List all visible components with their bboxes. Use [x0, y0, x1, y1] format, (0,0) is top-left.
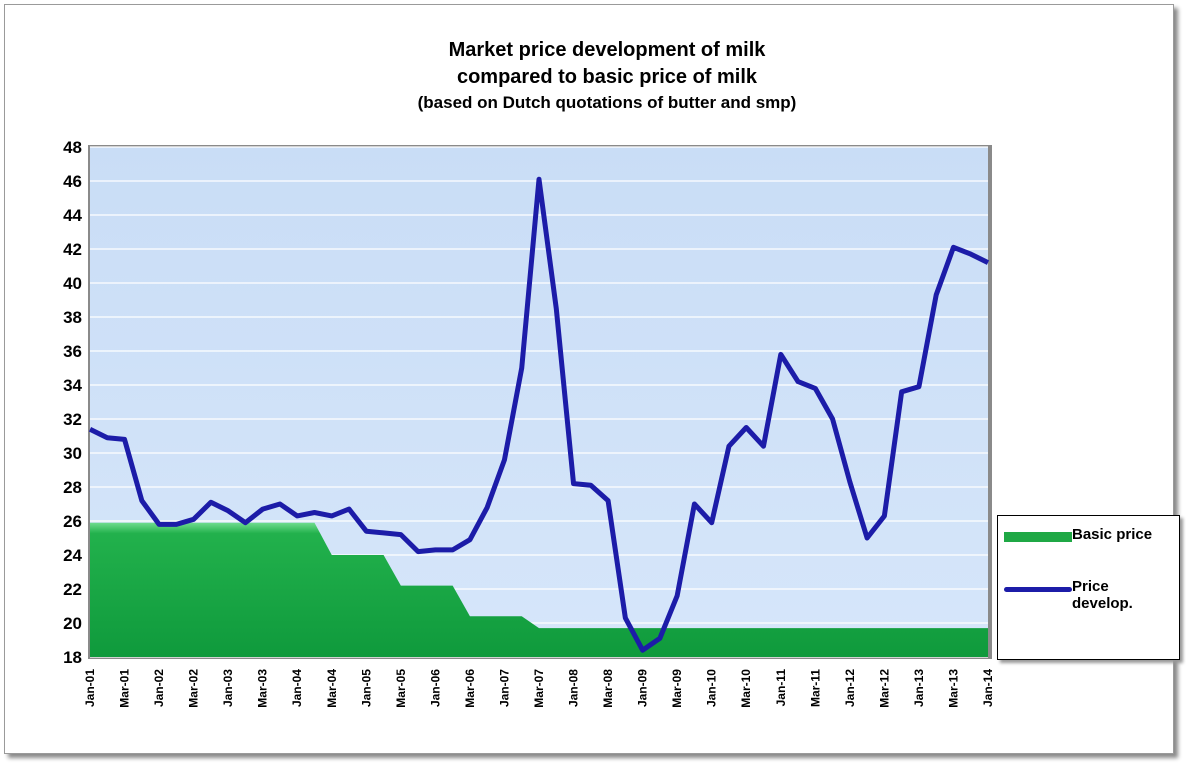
x-tick-label: Mar-12: [877, 669, 891, 708]
x-tick-label: Mar-04: [325, 669, 339, 708]
legend-label: Price develop.: [1072, 578, 1133, 612]
y-tick-label: 40: [63, 274, 82, 293]
x-tick-label: Jan-08: [567, 669, 581, 707]
x-tick-label: Jan-14: [981, 669, 995, 707]
chart-subtitle: (based on Dutch quotations of butter and…: [418, 93, 797, 112]
x-tick-label: Jan-12: [843, 669, 857, 707]
x-tick-label: Mar-09: [670, 669, 684, 708]
x-tick-label: Mar-08: [601, 669, 615, 708]
legend-item: Basic price: [1004, 526, 1182, 543]
y-tick-label: 38: [63, 308, 82, 327]
chart-title: Market price development of milk: [449, 39, 767, 61]
x-tick-label: Jan-11: [774, 669, 788, 707]
y-tick-label: 18: [63, 648, 82, 667]
y-tick-label: 42: [63, 240, 82, 259]
legend-label: Basic price: [1072, 526, 1153, 543]
x-tick-label: Jan-13: [912, 669, 926, 707]
x-tick-label: Jan-09: [636, 669, 650, 707]
x-tick-label: Mar-06: [463, 669, 477, 708]
y-tick-label: 46: [63, 172, 82, 191]
x-tick-label: Jan-01: [83, 669, 97, 707]
y-tick-label: 44: [63, 206, 82, 225]
x-tick-label: Mar-01: [118, 669, 132, 708]
x-tick-label: Mar-10: [739, 669, 753, 708]
y-tick-label: 24: [63, 546, 82, 565]
x-tick-label: Mar-02: [187, 669, 201, 708]
y-tick-label: 30: [63, 444, 82, 463]
x-tick-label: Mar-13: [946, 669, 960, 708]
x-tick-label: Jan-10: [705, 669, 719, 707]
x-tick-label: Jan-04: [290, 669, 304, 707]
legend-swatch: [1004, 587, 1072, 592]
line: [88, 176, 990, 653]
x-tick-label: Mar-11: [808, 669, 822, 707]
legend: Basic price Price develop.: [997, 515, 1180, 660]
y-tick-label: 34: [63, 376, 82, 395]
y-tick-label: 48: [63, 138, 82, 157]
legend-item: Price develop.: [1004, 578, 1142, 612]
x-tick-label: Mar-07: [532, 669, 546, 708]
y-tick-label: 26: [63, 512, 82, 531]
chart-title: compared to basic price of milk: [457, 66, 758, 88]
y-tick-label: 28: [63, 478, 82, 497]
y-tick-label: 22: [63, 580, 82, 599]
x-tick-label: Mar-05: [394, 669, 408, 708]
area: [90, 522, 988, 657]
x-tick-label: Jan-02: [152, 669, 166, 707]
x-tick-label: Jan-07: [497, 669, 511, 707]
x-tick-label: Jan-03: [221, 669, 235, 707]
x-tick-label: Mar-03: [256, 669, 270, 708]
x-tick-label: Jan-05: [359, 669, 373, 707]
y-tick-label: 32: [63, 410, 82, 429]
legend-swatch: [1004, 532, 1072, 542]
y-tick-label: 20: [63, 614, 82, 633]
y-tick-label: 36: [63, 342, 82, 361]
x-tick-label: Jan-06: [428, 669, 442, 707]
